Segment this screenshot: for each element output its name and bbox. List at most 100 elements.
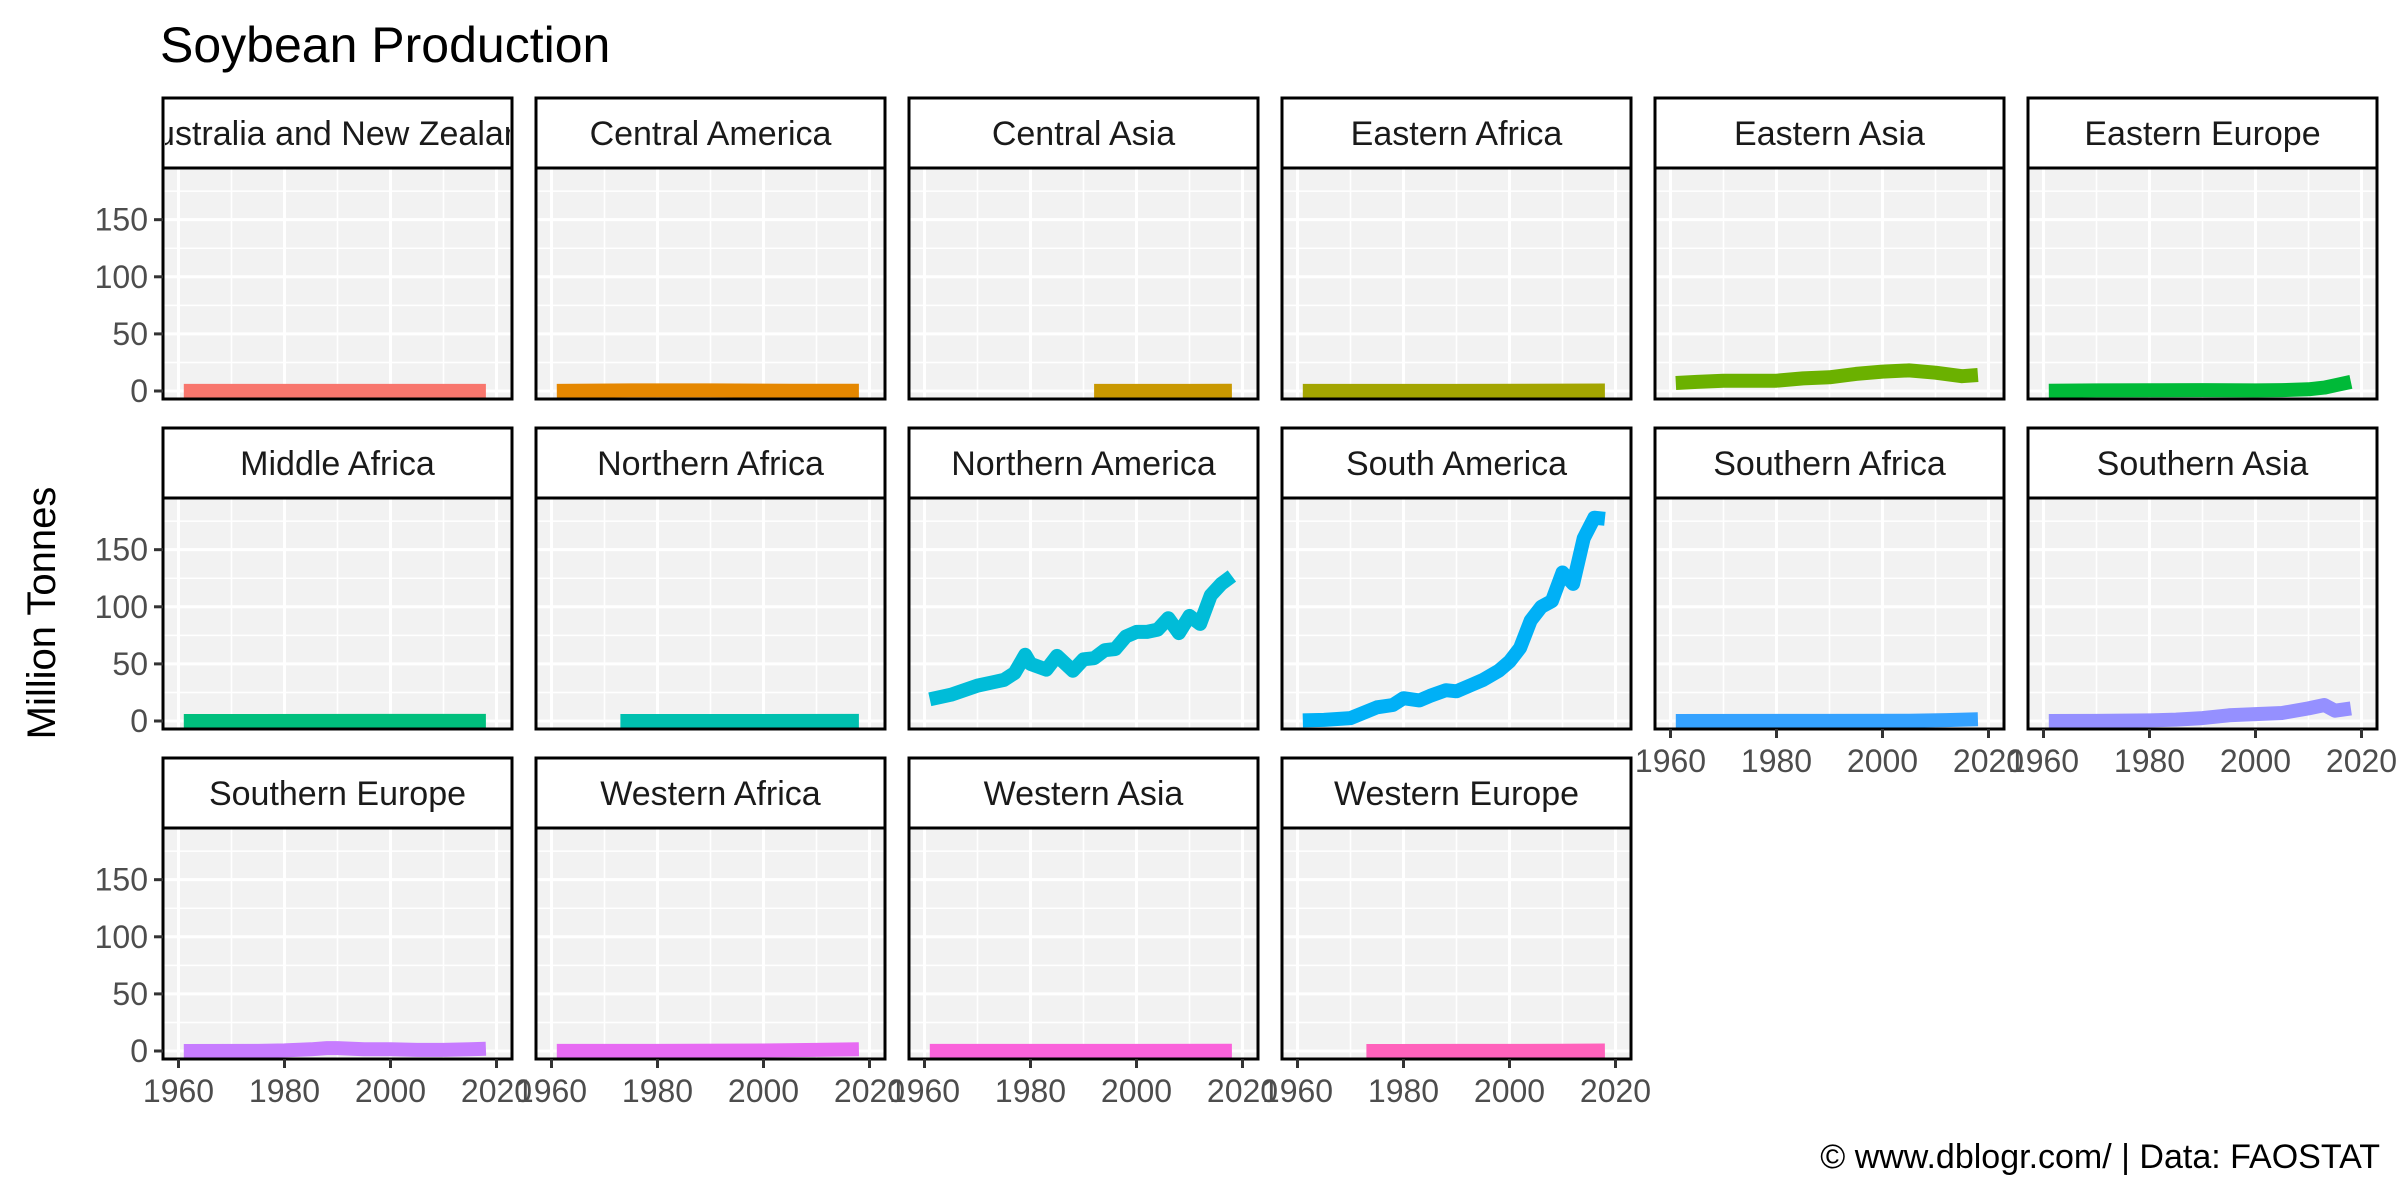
- y-tick-label: 100: [95, 919, 148, 955]
- x-tick-label: 1960: [1262, 1073, 1333, 1109]
- x-tick-label: 2000: [355, 1073, 426, 1109]
- x-tick-label: 2020: [834, 1073, 905, 1109]
- facet-strip: [1653, 96, 2006, 170]
- y-tick-label: 0: [130, 703, 148, 739]
- x-tick-label: 2000: [1101, 1073, 1172, 1109]
- y-tick-label: 50: [112, 976, 148, 1012]
- facet-strip-label: Western Africa: [600, 775, 821, 813]
- facet-strip-label: Western Europe: [1334, 775, 1579, 813]
- facet-strip: [2026, 96, 2379, 170]
- facet-strip-label: Middle Africa: [240, 445, 435, 483]
- x-tick-label: 1980: [2114, 743, 2185, 779]
- series-line-western-africa: [556, 1042, 860, 1058]
- panel-border: [2026, 496, 2379, 731]
- series-line-eastern-asia: [1675, 363, 1979, 390]
- facet-panel-central-america: Central America: [534, 96, 887, 401]
- facet-strip-label: Central Asia: [992, 115, 1175, 153]
- caption: © www.dblogr.com/ | Data: FAOSTAT: [1820, 1138, 2380, 1176]
- facet-strip: [2026, 426, 2379, 500]
- panel-border: [2026, 166, 2379, 401]
- series-line-southern-europe: [183, 1041, 487, 1058]
- facet-panel-eastern-asia: Eastern Asia: [1653, 96, 2006, 401]
- panel-border: [1653, 166, 2006, 401]
- y-tick-label: 150: [95, 862, 148, 898]
- facet-panel-southern-africa: Southern Africa 1960 1980 2000 2020: [1635, 426, 2024, 779]
- x-tick-label: 2020: [461, 1073, 532, 1109]
- panel-border: [1280, 826, 1633, 1061]
- facet-strip: [907, 756, 1260, 830]
- panel-border: [1653, 496, 2006, 731]
- facet-strip-label: Southern Asia: [2097, 445, 2309, 483]
- facet-strip-label: South America: [1346, 445, 1567, 483]
- facet-panel-south-america: South America: [1280, 426, 1633, 731]
- facet-panel-southern-asia: Southern Asia 1960 1980 2000 2020: [2008, 426, 2397, 779]
- y-tick-label: 100: [95, 589, 148, 625]
- facet-strip: [534, 756, 887, 830]
- facet-strip: [1280, 96, 1633, 170]
- x-tick-label: 1980: [249, 1073, 320, 1109]
- facet-strip-label: Southern Europe: [209, 775, 466, 813]
- panel-border: [161, 826, 514, 1061]
- x-tick-label: 2000: [2220, 743, 2291, 779]
- series-line-western-europe: [1366, 1043, 1605, 1058]
- x-tick-label: 2000: [1474, 1073, 1545, 1109]
- panel-border: [1280, 166, 1633, 401]
- facet-panel-northern-america: Northern America: [907, 426, 1260, 731]
- y-tick-label: 0: [130, 373, 148, 409]
- facet-strip: [161, 96, 514, 170]
- facet-panel-central-asia: Central Asia: [907, 96, 1260, 401]
- x-tick-label: 2020: [1953, 743, 2024, 779]
- panel-border: [907, 826, 1260, 1061]
- facet-panel-eastern-europe: Eastern Europe: [2026, 96, 2379, 401]
- panel-border: [907, 496, 1260, 731]
- facet-strip-label: Eastern Asia: [1734, 115, 1925, 153]
- facet-panel-eastern-africa: Eastern Africa: [1280, 96, 1633, 401]
- series-line-south-america: [1302, 510, 1606, 728]
- facet-panel-australia-and-new-zealand: Australia and New Zealand 0 50 100 150: [95, 96, 514, 409]
- facet-strip: [1280, 426, 1633, 500]
- panel-border: [161, 166, 514, 401]
- series-line-southern-africa: [1675, 712, 1979, 728]
- x-tick-label: 1980: [622, 1073, 693, 1109]
- y-tick-label: 100: [95, 259, 148, 295]
- chart-title: Soybean Production: [160, 17, 610, 73]
- facet-strip-label: Northern America: [951, 445, 1216, 483]
- panel-border: [534, 496, 887, 731]
- facet-strip: [534, 426, 887, 500]
- x-tick-label: 1960: [889, 1073, 960, 1109]
- facet-strip-label: Eastern Europe: [2084, 115, 2320, 153]
- facet-strip: [907, 96, 1260, 170]
- series-line-northern-america: [928, 570, 1237, 707]
- x-tick-label: 2020: [1580, 1073, 1651, 1109]
- facet-strip-label: Central America: [590, 115, 832, 153]
- panel-border: [534, 166, 887, 401]
- y-tick-label: 150: [95, 532, 148, 568]
- facet-panel-northern-africa: Northern Africa: [534, 426, 887, 731]
- x-tick-label: 2020: [1207, 1073, 1278, 1109]
- facet-strip-label: Eastern Africa: [1351, 115, 1563, 153]
- facet-strip-label: Northern Africa: [597, 445, 824, 483]
- y-tick-label: 150: [95, 202, 148, 238]
- facet-panel-southern-europe: Southern Europe 0 50 100 150 1960 1980 2000 2020: [95, 756, 532, 1109]
- x-tick-label: 1980: [995, 1073, 1066, 1109]
- panel-border: [534, 826, 887, 1061]
- series-line-central-america: [556, 383, 859, 398]
- series-line-southern-asia: [2048, 698, 2352, 728]
- panel-border: [1280, 496, 1633, 731]
- facet-strip: [1280, 756, 1633, 830]
- x-tick-label: 2000: [1847, 743, 1918, 779]
- panel-border: [161, 496, 514, 731]
- series-line-eastern-europe: [2048, 375, 2353, 398]
- facet-grid: Australia and New Zealand 0 50 100 150 Centra…: [95, 96, 2397, 1109]
- facet-panel-western-africa: Western Africa 1960 1980 2000 2020: [516, 756, 905, 1109]
- x-tick-label: 1960: [2008, 743, 2079, 779]
- x-tick-label: 1960: [143, 1073, 214, 1109]
- x-tick-label: 1980: [1741, 743, 1812, 779]
- x-tick-label: 2000: [728, 1073, 799, 1109]
- facet-panel-western-europe: Western Europe 1960 1980 2000 2020: [1262, 756, 1651, 1109]
- x-tick-label: 1960: [516, 1073, 587, 1109]
- panel-border: [907, 166, 1260, 401]
- y-tick-label: 50: [112, 316, 148, 352]
- x-tick-label: 1980: [1368, 1073, 1439, 1109]
